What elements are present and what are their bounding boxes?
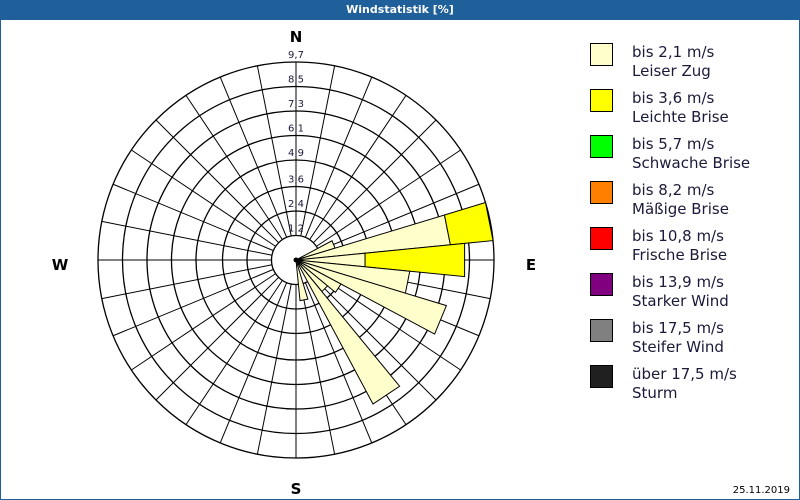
legend-speed: bis 10,8 m/s: [632, 227, 724, 245]
legend-description: Leiser Zug: [632, 62, 711, 80]
legend-text: über 17,5 m/s Sturm: [632, 365, 737, 403]
date-label: 25.11.2019: [732, 485, 790, 496]
legend-description: Leichte Brise: [632, 108, 729, 126]
legend-description: Mäßige Brise: [632, 200, 729, 218]
rose-center: [293, 257, 299, 263]
legend-speed: über 17,5 m/s: [632, 365, 737, 383]
legend-swatch: [590, 89, 613, 112]
wind-bar: [295, 259, 448, 335]
wind-bar: [295, 259, 309, 302]
legend-speed: bis 13,9 m/s: [632, 273, 724, 291]
wind-bar: [295, 259, 401, 405]
spoke: [101, 264, 273, 300]
legend-text: bis 2,1 m/s Leiser Zug: [632, 43, 714, 81]
spoke: [316, 149, 461, 247]
spoke: [256, 65, 292, 237]
spoke: [304, 282, 373, 444]
spoke: [185, 280, 283, 425]
ring-label: 4,9: [288, 148, 304, 159]
spoke: [155, 276, 280, 401]
ring-label: 2,4: [288, 199, 304, 210]
spoke: [101, 220, 273, 256]
compass-s: S: [291, 480, 302, 498]
spoke: [316, 273, 461, 371]
spoke: [318, 183, 480, 252]
spoke: [256, 283, 292, 455]
legend-swatch: [590, 181, 613, 204]
ring-label: 1,2: [288, 224, 304, 235]
chart-title: Windstatistik [%]: [0, 0, 800, 20]
legend-description: Frische Brise: [632, 246, 728, 264]
legend-text: bis 8,2 m/s Mäßige Brise: [632, 181, 729, 219]
compass-e: E: [526, 256, 536, 274]
legend-speed: bis 2,1 m/s: [632, 43, 715, 61]
spoke: [300, 283, 336, 455]
legend-speed: bis 8,2 m/s: [632, 181, 715, 199]
ring-labels: 1,2 2,4 3,6 4,9 6,1 7,3 8,5 9,7: [288, 50, 304, 235]
legend-swatch: [590, 365, 613, 388]
spoke: [300, 65, 336, 237]
spoke: [155, 119, 280, 244]
spoke: [185, 95, 283, 240]
wind-bar: [443, 201, 494, 246]
spoke: [131, 273, 276, 371]
ring-label: 9,7: [288, 50, 304, 61]
spoke: [219, 76, 288, 238]
ring-label: 8,5: [288, 74, 304, 85]
ring-label: 7,3: [288, 99, 304, 110]
ring-label: 3,6: [288, 175, 304, 186]
ring-label: 6,1: [288, 123, 304, 134]
legend-swatch: [590, 319, 613, 342]
spoke: [219, 282, 288, 444]
legend-speed: bis 5,7 m/s: [632, 135, 715, 153]
legend-text: bis 3,6 m/s Leichte Brise: [632, 89, 729, 127]
spoke: [131, 149, 276, 247]
compass-w: W: [52, 256, 69, 274]
legend-description: Sturm: [632, 384, 678, 402]
wind-bar: [364, 242, 466, 278]
legend-text: bis 5,7 m/s Schwache Brise: [632, 135, 750, 173]
legend-text: bis 10,8 m/s Frische Brise: [632, 227, 727, 265]
legend-description: Starker Wind: [632, 292, 729, 310]
spoke: [309, 95, 407, 240]
compass-n: N: [290, 28, 303, 46]
legend-swatch: [590, 227, 613, 250]
spoke: [112, 183, 274, 252]
spoke: [312, 119, 437, 244]
legend-speed: bis 3,6 m/s: [632, 89, 715, 107]
legend-swatch: [590, 135, 613, 158]
spoke: [304, 76, 373, 238]
legend-text: bis 17,5 m/s Steifer Wind: [632, 319, 724, 357]
legend-swatch: [590, 43, 613, 66]
legend-text: bis 13,9 m/s Starker Wind: [632, 273, 729, 311]
rose-bars: [293, 201, 494, 405]
spoke: [312, 276, 437, 401]
legend-description: Steifer Wind: [632, 338, 724, 356]
spoke: [112, 268, 274, 337]
legend-speed: bis 17,5 m/s: [632, 319, 724, 337]
legend-description: Schwache Brise: [632, 154, 751, 172]
legend-swatch: [590, 273, 613, 296]
